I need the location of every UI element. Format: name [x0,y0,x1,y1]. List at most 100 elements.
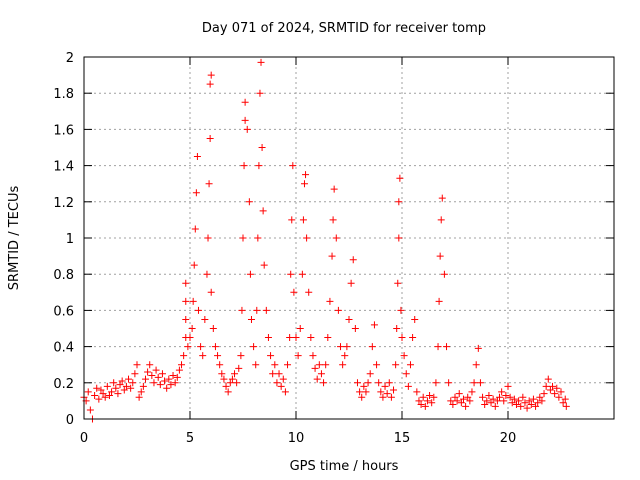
data-point [193,153,201,161]
data-point [421,402,429,410]
data-point [479,393,487,401]
y-tick-label: 1.4 [53,160,74,175]
data-point [345,315,353,323]
data-point [394,279,402,287]
data-point [529,395,537,403]
data-point [493,397,501,405]
data-point [103,382,111,390]
data-point [135,393,143,401]
data-point [253,306,261,314]
data-point [186,334,194,342]
data-point [330,185,338,193]
data-point [254,234,262,242]
data-point [553,384,561,392]
data-point [396,174,404,182]
data-point [395,234,403,242]
data-point [201,315,209,323]
data-point [329,216,337,224]
data-point [218,370,226,378]
data-point [398,334,406,342]
y-tick-label: 2 [66,51,74,66]
data-point [220,375,228,383]
data-point [139,382,147,390]
data-point [557,388,565,396]
data-point [99,390,107,398]
axis-ticks: 00.20.40.60.811.21.41.61.820 5 10 15 20 [53,51,614,446]
data-point [489,395,497,403]
data-point [343,343,351,351]
data-point [347,279,355,287]
data-point [415,397,423,405]
data-point [86,406,94,414]
data-point [299,216,307,224]
data-point [233,379,241,387]
data-point [349,256,357,264]
data-point [432,379,440,387]
data-point [443,343,451,351]
data-point [438,194,446,202]
data-point [309,352,317,360]
data-point [434,343,442,351]
data-point [544,375,552,383]
data-point [271,361,279,369]
data-point [464,393,472,401]
data-point [328,252,336,260]
data-point [430,393,438,401]
y-tick-label: 1.2 [53,196,74,211]
data-point [508,399,516,407]
data-point [116,381,124,389]
data-point [559,399,567,407]
data-point [402,370,410,378]
data-point [209,325,217,332]
data-point [466,397,474,405]
data-point [462,402,470,410]
data-point [561,395,569,403]
data-point [447,397,455,405]
data-point [256,89,264,97]
data-point [171,379,179,387]
data-point [390,386,398,394]
data-point [189,297,197,305]
data-point [165,375,173,383]
data-point [320,379,328,387]
data-point [93,384,101,392]
data-point [517,402,525,410]
data-point [259,207,267,215]
data-point [262,306,270,314]
data-point [449,401,457,409]
data-point [158,370,166,378]
data-point [161,377,169,385]
data-point [315,361,323,369]
data-point [481,401,489,409]
data-point [173,373,181,381]
data-point [294,352,302,360]
y-tick-label: 0.8 [53,268,74,283]
data-point [241,116,249,124]
data-point [417,401,425,409]
data-point [366,370,374,378]
data-point [313,375,321,383]
data-point [216,361,224,369]
data-point [496,393,504,401]
data-point [296,325,304,332]
data-point [453,397,461,405]
gridlines [84,57,614,419]
data-point [144,368,152,376]
data-point [326,297,334,305]
data-point [226,379,234,387]
data-point [540,390,548,398]
chart-title: Day 071 of 2024, SRMTID for receiver tom… [202,21,486,36]
data-point [240,162,248,170]
data-point [472,361,480,369]
data-point [243,125,251,133]
data-point [152,366,160,374]
data-point [91,391,99,399]
data-point [411,315,419,323]
x-tick-label: 15 [394,431,411,446]
data-point [339,361,347,369]
data-point [521,399,529,407]
data-point [199,352,207,360]
data-point [317,370,325,378]
data-point [260,261,268,269]
